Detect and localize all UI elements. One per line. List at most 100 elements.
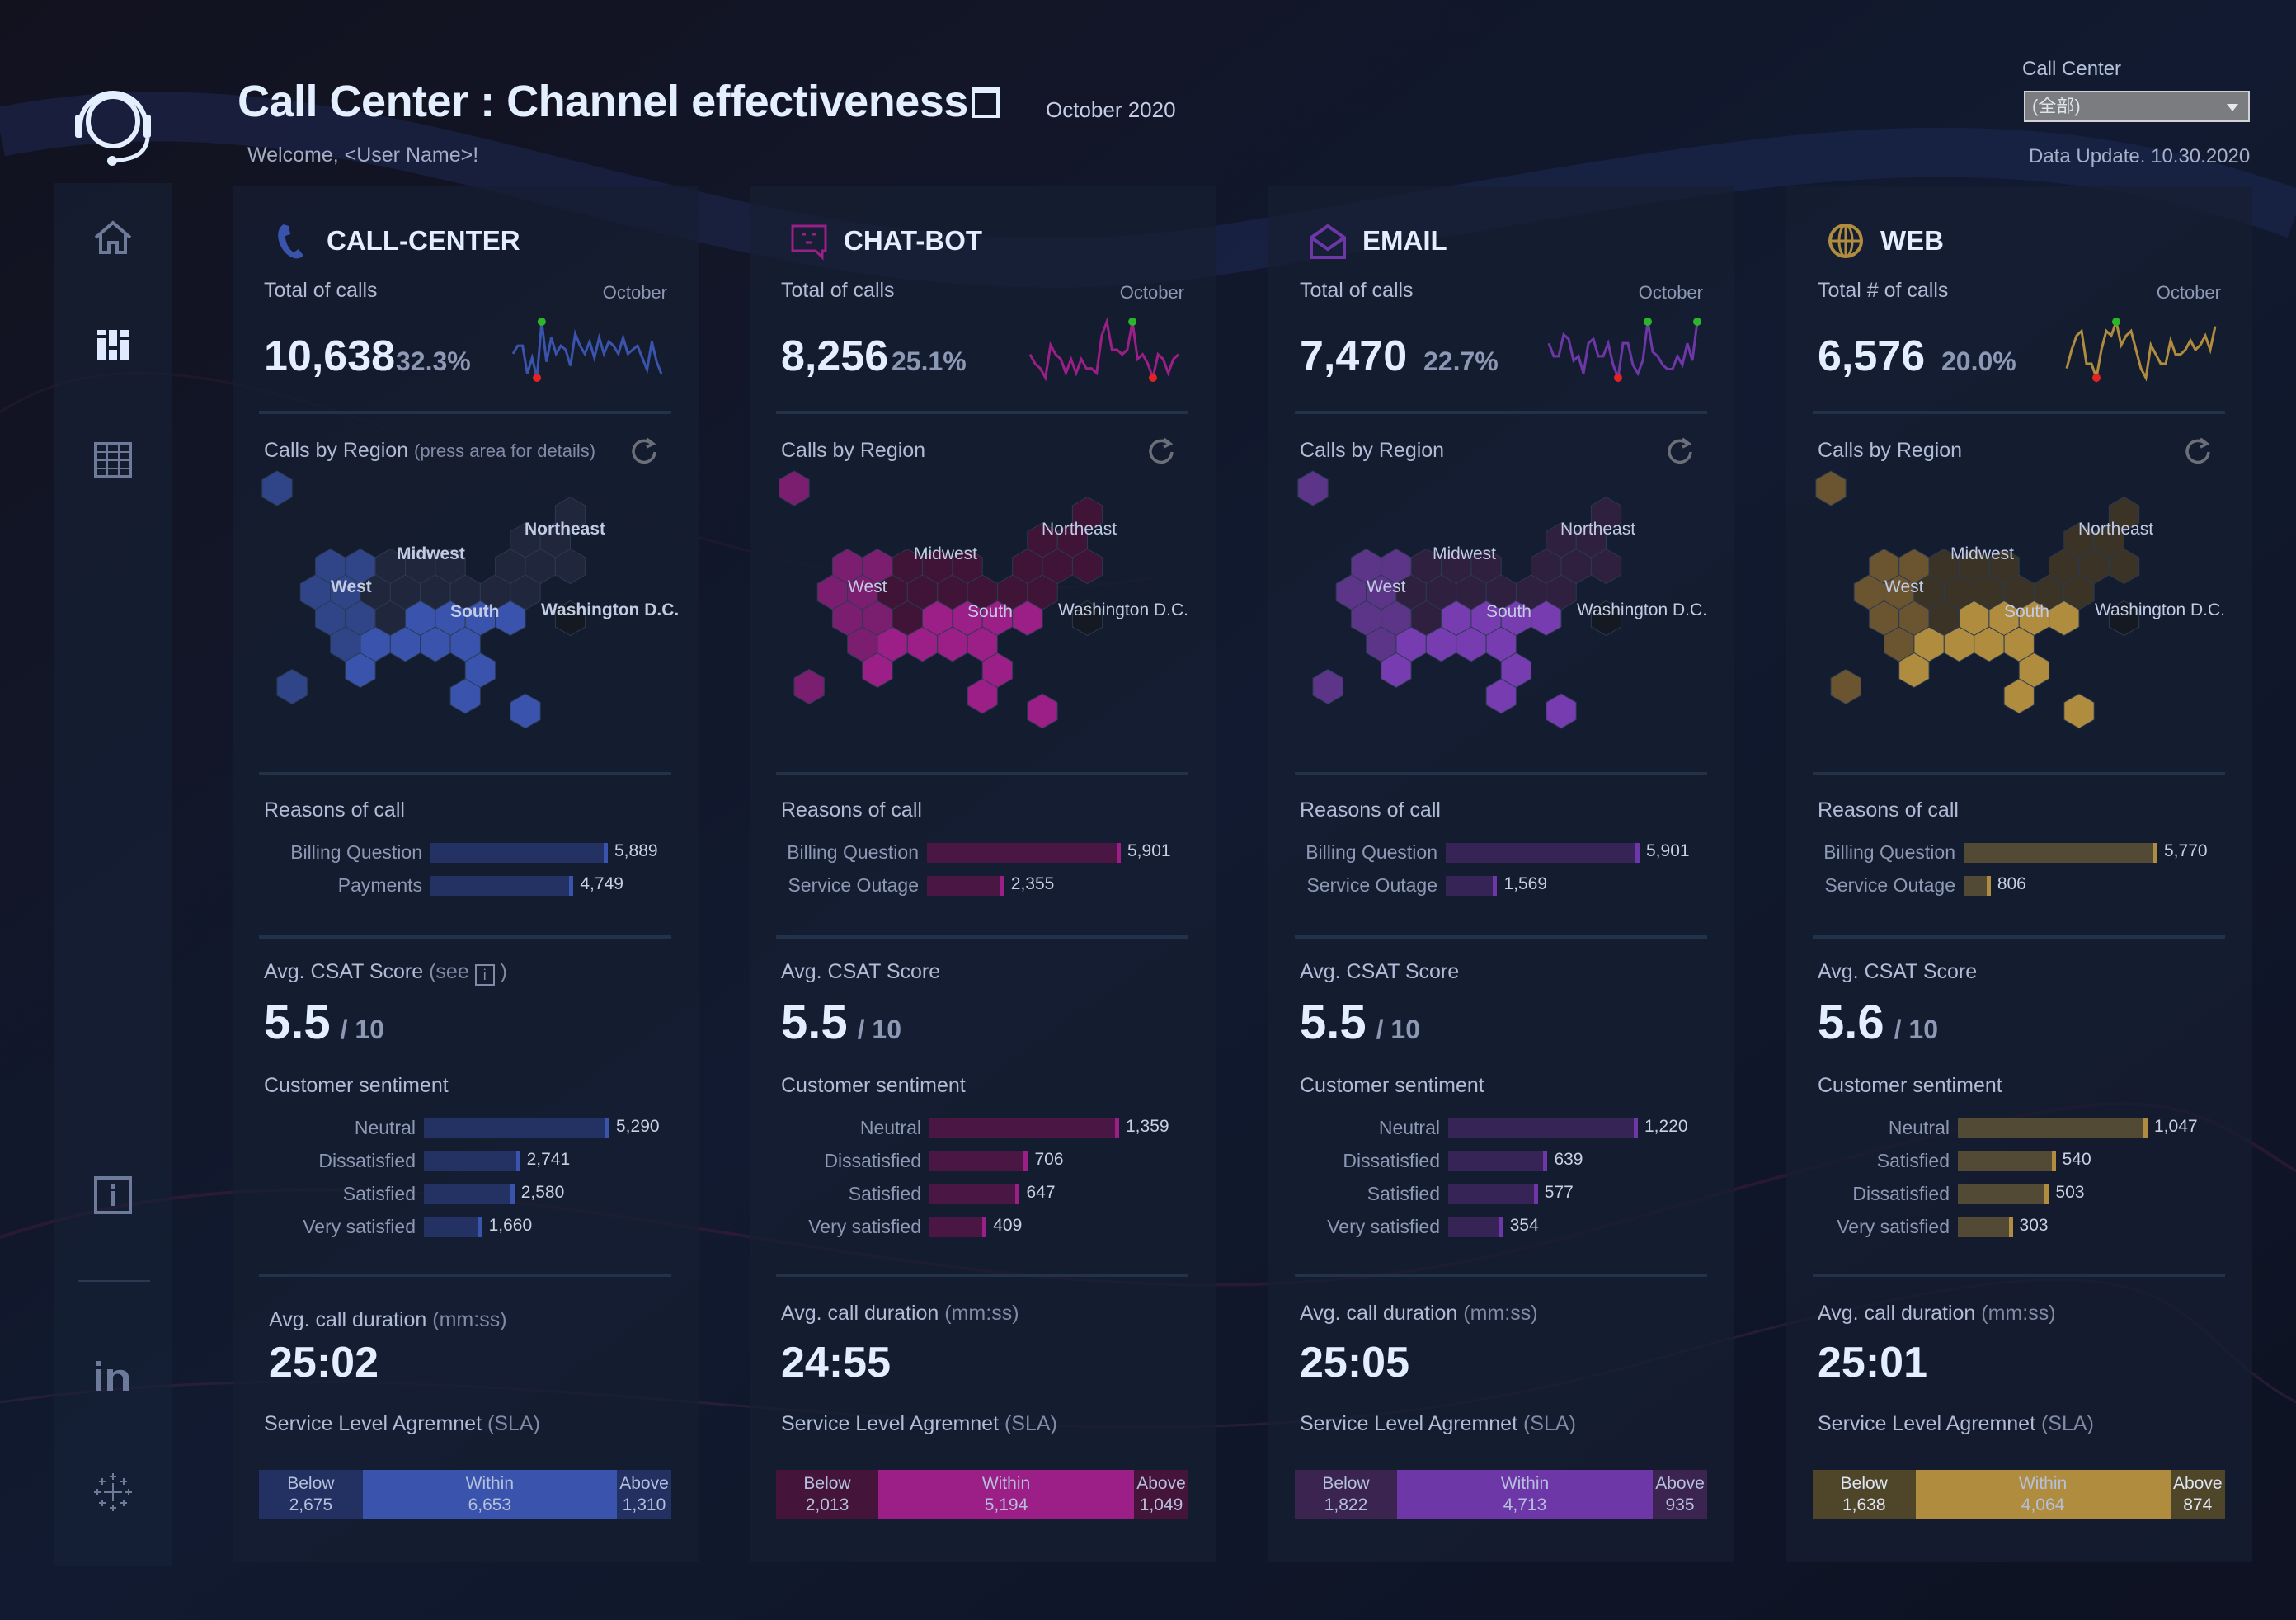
sentiment-row[interactable]: Dissatisfied 2,741	[233, 1150, 699, 1171]
hex-pr[interactable]	[1546, 693, 1577, 729]
sla-segment-within[interactable]: Within 6,653	[362, 1470, 617, 1519]
hex-dc[interactable]	[554, 600, 586, 637]
hex-hi[interactable]	[276, 668, 308, 705]
region-label: Midwest	[1433, 544, 1496, 563]
region-hex-map[interactable]: West Midwest Northeast South Washington D.C.	[252, 469, 681, 774]
sentiment-row[interactable]: Neutral 1,047	[1786, 1117, 2252, 1138]
sentiment-label: Very satisfied	[303, 1216, 416, 1237]
hex-south[interactable]	[1381, 652, 1412, 689]
sentiment-row[interactable]: Very satisfied 1,660	[233, 1216, 699, 1237]
linkedin-icon[interactable]	[91, 1354, 135, 1399]
reason-row[interactable]: Billing Question 5,901	[750, 841, 1216, 863]
hex-northeast[interactable]	[2108, 548, 2140, 585]
hex-ak[interactable]	[1815, 470, 1847, 506]
reason-row[interactable]: Payments 4,749	[233, 874, 699, 896]
sentiment-row[interactable]: Satisfied 647	[750, 1183, 1216, 1204]
sentiment-label: Customer sentiment	[781, 1074, 966, 1097]
sentiment-row[interactable]: Dissatisfied 706	[750, 1150, 1216, 1171]
home-icon[interactable]	[91, 216, 135, 261]
hex-south[interactable]	[2049, 600, 2080, 637]
info-icon[interactable]: i	[474, 964, 495, 986]
sla-segment-below[interactable]: Below 2,013	[776, 1470, 878, 1519]
hex-northeast[interactable]	[554, 548, 586, 585]
sla-segment-within[interactable]: Within 4,064	[1915, 1470, 2171, 1519]
region-hex-map[interactable]: West Midwest Northeast South Washington D.C.	[1288, 469, 1717, 774]
total-calls-value: 8,256	[781, 332, 889, 380]
sentiment-row[interactable]: Neutral 1,359	[750, 1117, 1216, 1138]
sla-segment-above[interactable]: Above 1,310	[616, 1470, 671, 1519]
table-icon[interactable]	[91, 439, 135, 483]
hex-dc[interactable]	[1071, 600, 1103, 637]
reason-row[interactable]: Billing Question 5,889	[233, 841, 699, 863]
calendar-icon[interactable]	[971, 87, 1000, 118]
info-icon[interactable]	[91, 1173, 135, 1217]
sla-segment-above[interactable]: Above 935	[1653, 1470, 1707, 1519]
month-label: October	[2156, 282, 2221, 303]
reset-map-icon[interactable]	[1664, 436, 1696, 467]
sla-segment-above[interactable]: Above 874	[2170, 1470, 2225, 1519]
sla-segment-label: Above	[2172, 1474, 2223, 1493]
hex-dc[interactable]	[1590, 600, 1622, 637]
hex-northeast[interactable]	[1071, 548, 1103, 585]
hex-south[interactable]	[345, 652, 376, 689]
sla-segment-value: 1,638	[1842, 1495, 1886, 1514]
hex-hi[interactable]	[1830, 668, 1861, 705]
tableau-icon[interactable]	[91, 1470, 135, 1514]
hex-south[interactable]	[1485, 678, 1517, 714]
dashboard-icon[interactable]	[91, 323, 135, 368]
sla-segment-below[interactable]: Below 1,638	[1813, 1470, 1916, 1519]
hex-south[interactable]	[2003, 678, 2035, 714]
sla-segment-below[interactable]: Below 1,822	[1295, 1470, 1397, 1519]
hex-south[interactable]	[1898, 652, 1930, 689]
reason-row[interactable]: Service Outage 1,569	[1268, 874, 1734, 896]
reason-row[interactable]: Service Outage 2,355	[750, 874, 1216, 896]
reason-row[interactable]: Billing Question 5,901	[1268, 841, 1734, 863]
hex-hi[interactable]	[793, 668, 825, 705]
section-divider	[1295, 411, 1707, 414]
sla-segment-below[interactable]: Below 2,675	[259, 1470, 363, 1519]
sentiment-row[interactable]: Satisfied 577	[1268, 1183, 1734, 1204]
sla-segment-value: 4,713	[1503, 1495, 1547, 1514]
hex-pr[interactable]	[510, 693, 541, 729]
hex-south[interactable]	[1012, 600, 1043, 637]
reason-bar-end	[1986, 876, 1991, 896]
reset-map-icon[interactable]	[628, 436, 660, 467]
reason-row[interactable]: Billing Question 5,770	[1786, 841, 2252, 863]
hex-south[interactable]	[967, 678, 998, 714]
sla-segment-within[interactable]: Within 5,194	[878, 1470, 1134, 1519]
hex-ak[interactable]	[1297, 470, 1329, 506]
hex-south[interactable]	[1531, 600, 1562, 637]
reason-bar-end	[2153, 843, 2157, 863]
sentiment-row[interactable]: Very satisfied 303	[1786, 1216, 2252, 1237]
sentiment-row[interactable]: Satisfied 540	[1786, 1150, 2252, 1171]
hex-northeast[interactable]	[1590, 548, 1622, 585]
sentiment-row[interactable]: Very satisfied 409	[750, 1216, 1216, 1237]
hex-pr[interactable]	[2063, 693, 2095, 729]
hex-south[interactable]	[449, 678, 481, 714]
sentiment-row[interactable]: Dissatisfied 503	[1786, 1183, 2252, 1204]
reason-row[interactable]: Service Outage 806	[1786, 874, 2252, 896]
hex-hi[interactable]	[1312, 668, 1343, 705]
reset-map-icon[interactable]	[1146, 436, 1177, 467]
hex-south[interactable]	[862, 652, 893, 689]
reset-map-icon[interactable]	[2182, 436, 2214, 467]
sla-segment-within[interactable]: Within 4,713	[1397, 1470, 1653, 1519]
call-center-filter-dropdown[interactable]: (全部)	[2024, 91, 2250, 122]
hex-ak[interactable]	[779, 470, 810, 506]
sentiment-row[interactable]: Very satisfied 354	[1268, 1216, 1734, 1237]
region-hex-map[interactable]: West Midwest Northeast South Washington D.C.	[1806, 469, 2235, 774]
sentiment-row[interactable]: Dissatisfied 639	[1268, 1150, 1734, 1171]
channel-name: WEB	[1880, 225, 1944, 256]
reasons-label: Reasons of call	[781, 798, 922, 822]
region-hex-map[interactable]: West Midwest Northeast South Washington D.C.	[769, 469, 1198, 774]
sentiment-row[interactable]: Satisfied 2,580	[233, 1183, 699, 1204]
region-label: Washington D.C.	[2095, 600, 2225, 619]
hex-pr[interactable]	[1027, 693, 1058, 729]
sla-segment-above[interactable]: Above 1,049	[1134, 1470, 1188, 1519]
hex-south[interactable]	[495, 600, 526, 637]
sentiment-value: 540	[2062, 1150, 2091, 1169]
hex-ak[interactable]	[261, 470, 293, 506]
hex-dc[interactable]	[2108, 600, 2140, 637]
sentiment-row[interactable]: Neutral 1,220	[1268, 1117, 1734, 1138]
sentiment-row[interactable]: Neutral 5,290	[233, 1117, 699, 1138]
